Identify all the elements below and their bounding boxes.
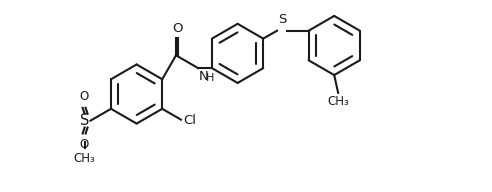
Text: CH₃: CH₃ xyxy=(74,152,95,165)
Text: Cl: Cl xyxy=(183,114,196,127)
Text: O: O xyxy=(172,22,183,35)
Text: CH₃: CH₃ xyxy=(327,95,349,108)
Text: O: O xyxy=(79,138,88,151)
Text: O: O xyxy=(79,90,88,103)
Text: N: N xyxy=(199,70,209,83)
Text: S: S xyxy=(80,113,89,128)
Text: S: S xyxy=(278,13,286,26)
Text: H: H xyxy=(206,73,215,83)
